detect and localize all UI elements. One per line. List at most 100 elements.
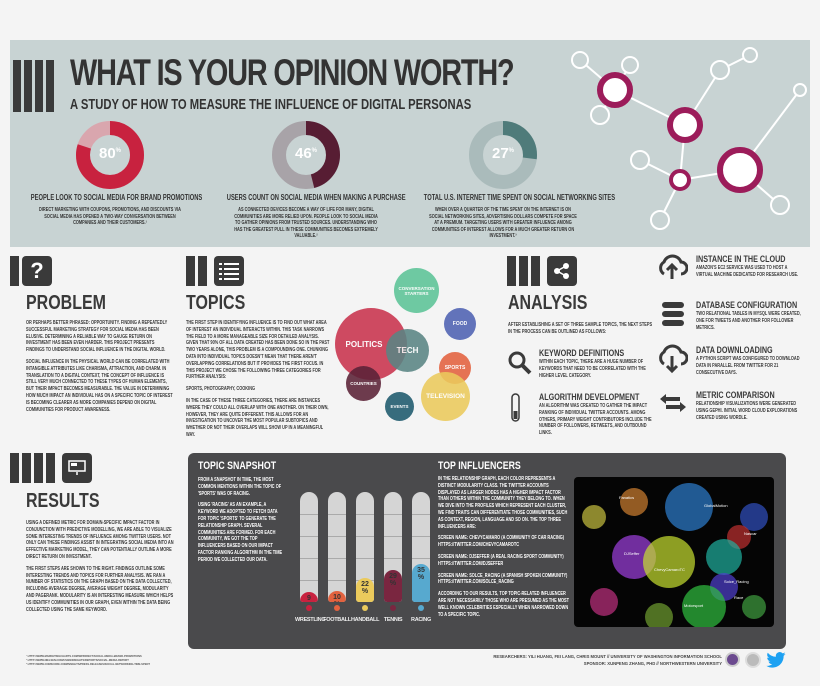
header-bars (13, 60, 57, 112)
uw-seal-icon (725, 652, 740, 667)
footnote: ² HTTP://WWW.NIELSEN.COM/US/EN/INSIGHTS/… (26, 659, 129, 662)
footnotes: ¹ HTTP://WWW.MARKETINGCHARTS.COM/WP/DIRE… (26, 655, 226, 667)
bar-football: 10% (328, 591, 346, 602)
problem-icon-group: ? (10, 256, 52, 286)
snapshot-text: FROM A SNAPSHOT IN TIME, THE MOST COMMON… (198, 477, 286, 569)
twitter-icon[interactable] (766, 652, 786, 668)
data-downloading-text: A PYTHON SCRIPT WAS CONFIGURED TO DOWNLO… (696, 356, 800, 376)
test-tube-icon (511, 393, 520, 422)
database-icon (662, 302, 684, 326)
analysis-title: ANALYSIS (508, 292, 588, 314)
influencer-name: SCREEN NAME: CHEVYCAMARO (A COMMUNITY OF… (438, 535, 565, 542)
graph-node-label: ChevyCamaroTC (654, 567, 685, 572)
data-downloading-title: DATA DOWNLOADING (696, 345, 773, 355)
graph-cluster (740, 503, 768, 531)
problem-title: PROBLEM (26, 292, 106, 314)
problem-p2: SOCIAL INFLUENCE IN THE PHYSICAL WORLD C… (26, 358, 173, 413)
influencer-name: SCREEN NAME: SOLCE_RACING (A SPANISH SPO… (438, 572, 568, 579)
category-label: TENNIS (383, 617, 403, 623)
stat-donut: 46% (271, 120, 341, 190)
cloud-upload-icon (659, 254, 688, 279)
category-label: WRESTLING (295, 617, 326, 623)
influencers-title: TOP INFLUENCERS (438, 460, 521, 472)
category-label: RACING (411, 617, 431, 623)
topics-title: TOPICS (186, 292, 246, 314)
graph-node-label: Nascar (744, 531, 757, 536)
stat-description: DIRECT MARKETING WITH COUPONS, PROMOTION… (38, 207, 181, 226)
compare-arrows-icon (660, 394, 686, 412)
algorithm-development-title: ALGORITHM DEVELOPMENT (539, 392, 640, 402)
graph-node-label: DJSeffer (624, 551, 640, 556)
influencer-item: SCREEN NAME: SOLCE_RACING (A SPANISH SPO… (438, 573, 569, 587)
metric-comparison-title: METRIC COMPARISON (696, 390, 775, 400)
stat-caption: TOTAL U.S. INTERNET TIME SPENT ON SOCIAL… (423, 193, 616, 202)
stat-value: 27% (491, 145, 515, 162)
topics-text: THE FIRST STEP IN IDENTIFYING INFLUENCE … (186, 320, 331, 444)
influencers-p2: ACCORDING TO OUR RESULTS, TOP TOPIC-RELA… (438, 591, 570, 618)
bar-track: 10% (328, 492, 346, 602)
graph-node-label: Motorsport (684, 603, 704, 608)
problem-text: OR PERHAPS BETTER PHRASED: OPPORTUNITY. … (26, 320, 174, 418)
influencer-link[interactable]: HTTPS://TWITTER.COM/SOLCE_RACING (438, 579, 514, 586)
bubble-television: TELEVISION (421, 372, 470, 421)
question-icon: ? (22, 256, 52, 286)
influencer-link[interactable]: HTTPS://TWITTER.COM/CHEVYCAMAROTC (438, 542, 520, 549)
bar-value-label: 9% (307, 595, 311, 602)
snapshot-title: TOPIC SNAPSHOT (198, 460, 277, 472)
stat-description: WHEN OVER A QUARTER OF THE TIME SPENT ON… (429, 207, 577, 239)
bar-value-label: 35% (417, 566, 425, 581)
bubble-tech: TECH (386, 329, 429, 372)
influencers-text: IN THE RELATIONSHIP GRAPH, EACH COLOR RE… (438, 476, 569, 623)
snapshot-p2: USING 'RACING' AS AN EXAMPLE, A KEYWORD … (198, 502, 283, 563)
bar-value-label: 10% (333, 594, 341, 602)
keyword-definitions-title: KEYWORD DEFINITIONS (539, 348, 625, 358)
instance-cloud-title: INSTANCE IN THE CLOUD (696, 254, 786, 264)
category-label: HANDBALL (351, 617, 380, 623)
list-icon (214, 256, 245, 286)
graph-cluster (682, 585, 726, 627)
bar-track: 9% (300, 492, 318, 602)
bar-value-label: 22% (361, 580, 369, 595)
sponsor: SPONSOR: XUNPENG ZHANG, PHD // NORTHWEST… (583, 661, 722, 666)
results-p1: USING A DEFINED METRIC FOR DOMAIN-SPECIF… (26, 520, 174, 560)
bar-handball: 22% (356, 577, 374, 602)
influencer-item: SCREEN NAME: DJSEFFER (A REAL RACING SPO… (438, 554, 569, 568)
graph-cluster (620, 488, 648, 516)
stat-caption: PEOPLE LOOK TO SOCIAL MEDIA FOR BRAND PR… (30, 193, 203, 202)
topics-p1: THE FIRST STEP IN IDENTIFYING INFLUENCE … (186, 320, 330, 381)
graph-cluster (665, 483, 713, 531)
legend-dot (306, 605, 312, 611)
influencers-p1: IN THE RELATIONSHIP GRAPH, EACH COLOR RE… (438, 476, 568, 530)
bar-wrestling: 9% (300, 592, 318, 602)
keyword-definitions-text: WITHIN EACH TOPIC, THERE ARE A HUGE NUMB… (539, 359, 646, 379)
topics-list: SPORTS, PHOTOGRAPHY, COOKING (186, 386, 256, 393)
stat-donut: 27% (468, 120, 538, 190)
legend-dot (418, 605, 424, 611)
graph-node-label: Race (734, 595, 744, 600)
topic-bubbles: CONVERSATION STARTERS FOOD POLITICS TECH… (320, 250, 500, 430)
legend-dot (334, 605, 340, 611)
bar-racing: 35% (412, 563, 430, 602)
graph-cluster (590, 588, 618, 616)
bar-track: 35% (412, 492, 430, 602)
influencer-link[interactable]: HTTPS://TWITTER.COM/DJSEFFER (438, 560, 504, 567)
results-p2: THE FIRST STEPS ARE SHOWN TO THE RIGHT. … (26, 565, 174, 613)
bar-track: 29% (384, 492, 402, 602)
stat-value: 46% (294, 145, 318, 162)
problem-p1: OR PERHAPS BETTER PHRASED: OPPORTUNITY. … (26, 320, 168, 354)
topics-icon-group (186, 256, 245, 286)
footnote: ¹ HTTP://WWW.MARKETINGCHARTS.COM/WP/DIRE… (26, 655, 142, 658)
bubble-food: FOOD (444, 308, 476, 340)
bubble-conversation-starters: CONVERSATION STARTERS (394, 268, 439, 313)
northwestern-seal-icon (745, 652, 761, 668)
researchers: RESEARCHERS: YILI HUANG, FEI LANG, CHRIS… (493, 654, 722, 659)
influencer-item: SCREEN NAME: CHEVYCAMARO (A COMMUNITY OF… (438, 535, 569, 549)
graph-node-label: Solce_Racing (724, 579, 749, 584)
metric-comparison-text: RELATIONSHIP VISUALIZATIONS WERE GENERAT… (696, 401, 798, 421)
influencer-name: SCREEN NAME: DJSEFFER (A REAL RACING SPO… (438, 553, 564, 560)
category-label: FOOTBALL (323, 617, 351, 623)
graph-cluster (582, 505, 606, 529)
algorithm-development-text: AN ALGORITHM WAS CREATED TO GATHER THE I… (539, 403, 652, 437)
graph-node-label: Fanatics (619, 495, 634, 500)
legend-dot (390, 605, 396, 611)
